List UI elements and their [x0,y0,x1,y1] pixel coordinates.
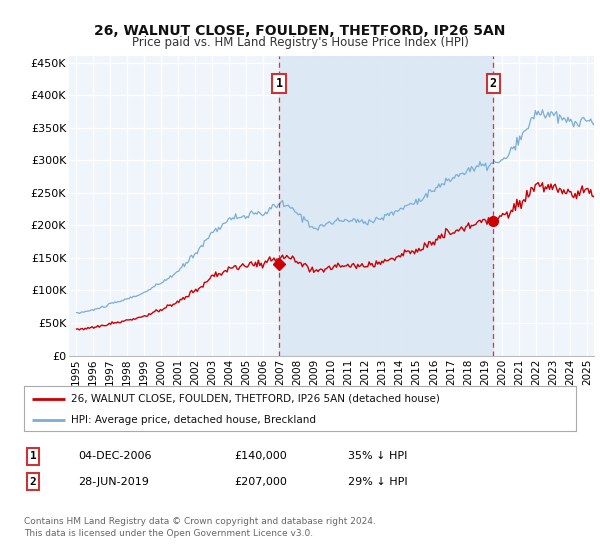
Text: 2: 2 [490,77,497,90]
Text: 28-JUN-2019: 28-JUN-2019 [78,477,149,487]
Text: 29% ↓ HPI: 29% ↓ HPI [348,477,407,487]
Text: 2: 2 [29,477,37,487]
Text: 1: 1 [29,451,37,461]
Text: Price paid vs. HM Land Registry's House Price Index (HPI): Price paid vs. HM Land Registry's House … [131,36,469,49]
Text: This data is licensed under the Open Government Licence v3.0.: This data is licensed under the Open Gov… [24,529,313,538]
Text: £140,000: £140,000 [234,451,287,461]
Text: 26, WALNUT CLOSE, FOULDEN, THETFORD, IP26 5AN: 26, WALNUT CLOSE, FOULDEN, THETFORD, IP2… [94,25,506,38]
Text: 1: 1 [275,77,283,90]
Text: 35% ↓ HPI: 35% ↓ HPI [348,451,407,461]
Bar [279,56,493,356]
Text: Contains HM Land Registry data © Crown copyright and database right 2024.: Contains HM Land Registry data © Crown c… [24,517,376,526]
Text: HPI: Average price, detached house, Breckland: HPI: Average price, detached house, Brec… [71,415,316,425]
Text: 04-DEC-2006: 04-DEC-2006 [78,451,151,461]
Text: £207,000: £207,000 [234,477,287,487]
Text: 26, WALNUT CLOSE, FOULDEN, THETFORD, IP26 5AN (detached house): 26, WALNUT CLOSE, FOULDEN, THETFORD, IP2… [71,394,440,404]
